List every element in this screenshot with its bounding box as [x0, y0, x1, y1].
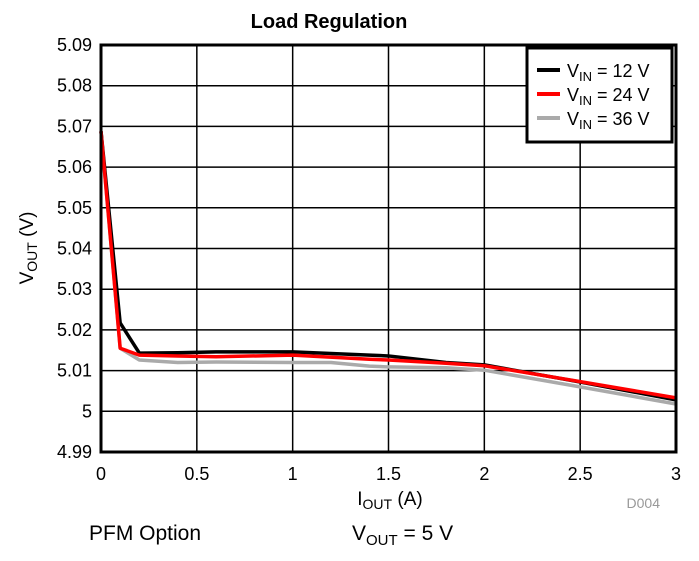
y-axis-label: VOUT (V)	[17, 212, 40, 285]
figure-id: D004	[627, 495, 661, 511]
y-tick-label: 5.01	[57, 361, 92, 381]
y-tick-label: 5	[82, 401, 92, 421]
footer-option: PFM Option	[89, 522, 202, 545]
series-line-3	[99, 131, 677, 406]
legend-label: VIN = 12 V	[567, 61, 650, 84]
x-axis-label: IOUT (A)	[357, 489, 422, 512]
chart-title: Load Regulation	[251, 11, 408, 33]
y-tick-label: 5.03	[57, 279, 92, 299]
legend-label: VIN = 36 V	[567, 109, 650, 132]
x-tick-label: 0	[96, 464, 106, 484]
footer-vout: VOUT = 5 V	[352, 522, 454, 550]
y-tick-label: 5.06	[57, 157, 92, 177]
y-tick-label: 5.09	[57, 35, 92, 55]
y-tick-label: 4.99	[57, 442, 92, 462]
legend-label: VIN = 24 V	[567, 85, 650, 108]
x-tick-label: 3	[671, 464, 681, 484]
plot-frame	[99, 43, 678, 454]
x-tick-label: 2.5	[568, 464, 593, 484]
y-tick-label: 5.04	[57, 239, 92, 259]
x-tick-label: 1.5	[376, 464, 401, 484]
x-tick-label: 1	[288, 464, 298, 484]
x-tick-label: 2	[479, 464, 489, 484]
y-tick-label: 5.05	[57, 198, 92, 218]
x-tick-label: 0.5	[184, 464, 209, 484]
series-line-2	[99, 131, 677, 400]
y-tick-label: 5.07	[57, 116, 92, 136]
y-tick-label: 5.02	[57, 320, 92, 340]
y-tick-label: 5.08	[57, 76, 92, 96]
